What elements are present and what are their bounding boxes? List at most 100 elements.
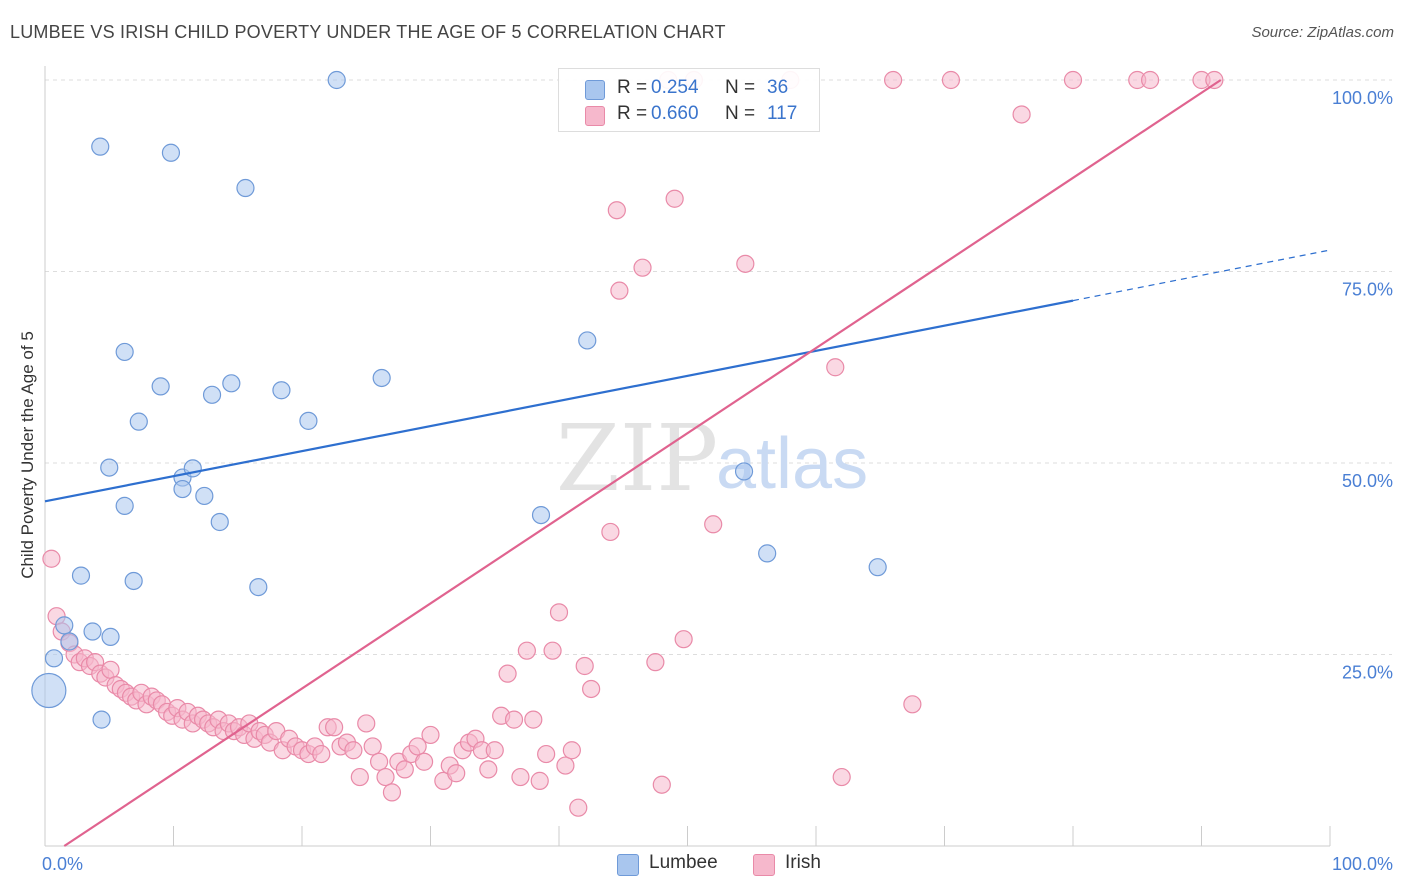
irish-trend-line — [63, 79, 1222, 847]
lumbee-point — [734, 462, 754, 481]
lumbee-point — [868, 558, 887, 577]
irish-points — [42, 70, 1224, 817]
lumbee-point — [173, 479, 192, 499]
irish-point — [704, 515, 723, 534]
lumbee-point — [210, 512, 229, 532]
lumbee-point — [222, 374, 241, 393]
legend: R = 0.254 N = 36 R = 0.660 N = 117 — [558, 68, 820, 132]
irish-point — [674, 630, 693, 649]
irish-point — [556, 756, 575, 775]
irish-point — [646, 653, 665, 672]
lumbee-point — [44, 649, 64, 668]
lumbee-point — [758, 544, 777, 563]
irish-point — [350, 767, 369, 787]
lumbee-point — [327, 70, 346, 90]
lumbee-point — [31, 672, 67, 709]
x-tick-label: 100.0% — [1332, 854, 1393, 874]
axes — [44, 66, 1331, 847]
lumbee-point — [55, 616, 74, 635]
bottom-legend-label: Lumbee — [649, 852, 718, 873]
lumbee-swatch — [617, 854, 639, 876]
y-tick-label: 100.0% — [1332, 88, 1393, 108]
irish-point — [376, 767, 395, 787]
gridlines — [45, 79, 1392, 655]
lumbee-point — [161, 143, 181, 162]
irish-swatch — [585, 106, 605, 126]
irish-point — [665, 189, 684, 208]
lumbee-point — [60, 632, 79, 651]
lumbee-point — [100, 458, 119, 477]
lumbee-point — [115, 496, 134, 515]
irish-point — [370, 752, 389, 771]
bottom-legend-label: Irish — [785, 852, 821, 873]
legend-n-value: 36 — [767, 77, 789, 98]
y-tick-label: 75.0% — [1342, 280, 1393, 300]
irish-point — [511, 767, 530, 787]
lumbee-point — [249, 577, 268, 597]
irish-point — [504, 710, 524, 729]
irish-point — [485, 741, 504, 760]
y-tick-label: 25.0% — [1342, 663, 1393, 683]
irish-point — [42, 549, 61, 568]
irish-point — [421, 725, 440, 745]
chart-title: LUMBEE VS IRISH CHILD POVERTY UNDER THE … — [10, 22, 726, 42]
irish-point — [1063, 70, 1083, 90]
trend-lines — [44, 79, 1331, 847]
irish-point — [607, 201, 626, 220]
irish-point — [537, 744, 556, 764]
irish-point — [575, 656, 594, 676]
irish-point — [1012, 105, 1031, 124]
lumbee-point — [372, 368, 391, 388]
irish-point — [357, 714, 376, 733]
irish-point — [1140, 70, 1160, 90]
irish-swatch — [753, 854, 775, 876]
irish-point — [582, 679, 601, 699]
irish-point — [447, 764, 466, 783]
irish-point — [562, 741, 581, 760]
legend-n-label: N = — [725, 77, 756, 98]
legend-r-value: 0.254 — [651, 77, 699, 98]
lumbee-point — [124, 571, 143, 591]
lumbee-point — [578, 331, 597, 350]
irish-point — [530, 771, 549, 790]
lumbee-point — [83, 622, 102, 641]
lumbee-point — [272, 381, 291, 400]
irish-point — [363, 737, 382, 756]
lumbee-trend-line — [44, 299, 1074, 503]
lumbee-point — [115, 342, 134, 362]
irish-point — [736, 254, 755, 273]
irish-point — [832, 767, 851, 787]
lumbee-point — [129, 412, 148, 431]
legend-r-label: R = — [617, 77, 648, 98]
irish-point — [524, 710, 543, 729]
irish-point — [1205, 70, 1224, 90]
irish-point — [941, 70, 961, 90]
irish-point — [610, 281, 629, 300]
irish-point — [883, 70, 903, 90]
lumbee-point — [92, 710, 111, 729]
irish-point — [633, 258, 652, 277]
legend-r-value: 0.660 — [651, 103, 699, 124]
irish-point — [101, 660, 120, 679]
lumbee-swatch — [585, 80, 605, 100]
y-tick-label: 50.0% — [1342, 471, 1393, 491]
x-tick-label: 0.0% — [42, 854, 83, 874]
irish-point — [543, 641, 562, 660]
lumbee-trend-extension — [1072, 249, 1331, 302]
irish-point — [344, 741, 363, 760]
legend-n-value: 117 — [767, 103, 798, 124]
irish-point — [569, 798, 588, 817]
irish-point — [652, 775, 671, 794]
irish-point — [826, 358, 845, 377]
irish-point — [903, 695, 922, 714]
irish-point — [601, 522, 620, 542]
legend-r-label: R = — [617, 103, 648, 124]
source-credit: Source: ZipAtlas.com — [1251, 24, 1394, 41]
irish-point — [414, 752, 434, 771]
irish-point — [382, 783, 402, 802]
lumbee-point — [531, 505, 551, 525]
lumbee-point — [202, 385, 222, 404]
irish-point — [325, 718, 344, 737]
irish-point — [517, 641, 536, 660]
